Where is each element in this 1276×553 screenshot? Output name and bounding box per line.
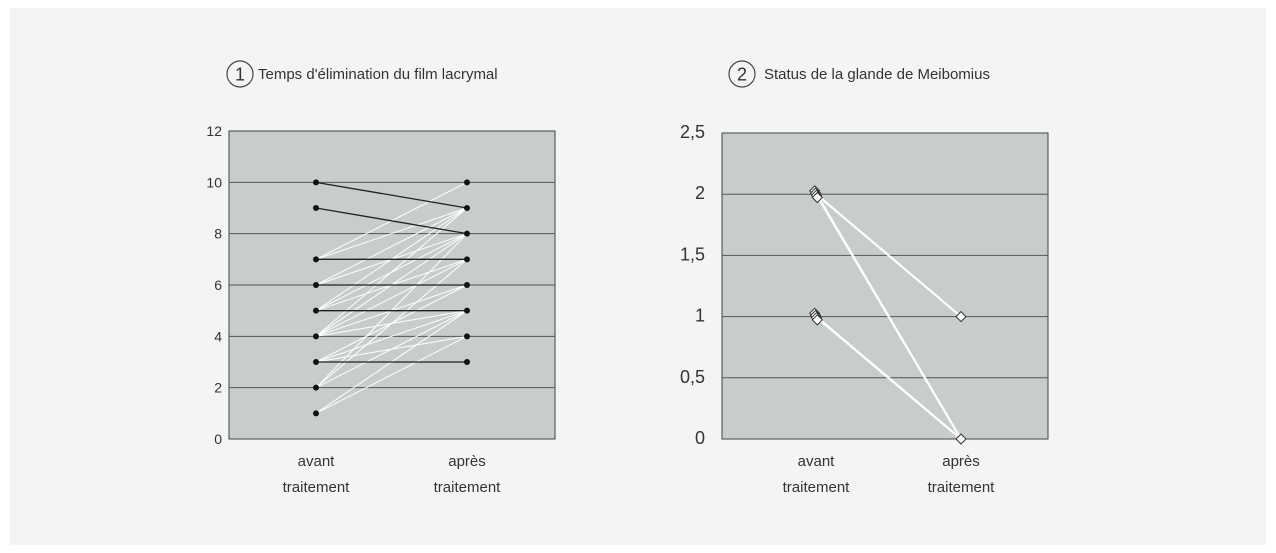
chart-1-point: [313, 282, 319, 288]
chart-1-x-label-after-line2: traitement: [434, 479, 502, 496]
chart-1-y-tick-label: 12: [206, 123, 222, 139]
chart-2-y-tick-label: 2,5: [680, 122, 705, 142]
chart-1-y-tick-labels: 0 2 4 6 8 10 12: [206, 123, 222, 447]
chart-2-x-label-after-line2: traitement: [928, 479, 996, 496]
chart-1-point: [313, 256, 319, 263]
chart-1-series-line: [315, 310, 468, 363]
chart-2-badge: 2: [737, 65, 747, 85]
chart-1-point: [313, 359, 319, 365]
chart-2-point: [955, 310, 967, 323]
chart-1-points: [313, 179, 470, 417]
chart-1-y-tick-label: 4: [214, 328, 222, 344]
chart-2-series-line: [816, 195, 962, 440]
chart-1-heading: 1 Temps d'élimination du film lacrymal: [226, 60, 498, 88]
chart-meibomian-gland: 2 Status de la glande de Meibomius 0 0,5 1…: [680, 60, 1049, 496]
chart-2-point: [811, 191, 824, 204]
chart-2-x-labels: avant traitement après traitement: [783, 453, 996, 496]
chart-2-y-tick-label: 2: [695, 183, 705, 203]
chart-1-series-line: [315, 258, 468, 389]
chart-1-point: [313, 205, 319, 211]
chart-2-series-line: [814, 192, 962, 318]
chart-2-title: Status de la glande de Meibomius: [764, 66, 990, 83]
chart-1-x-label-before-line1: avant: [298, 453, 336, 470]
chart-2-y-tick-labels: 0 0,5 1 1,5 2 2,5: [680, 122, 705, 448]
chart-2-point: [811, 314, 824, 326]
chart-2-series-line: [817, 317, 962, 440]
chart-1-point: [464, 230, 470, 237]
chart-1-y-tick-label: 8: [214, 226, 222, 242]
chart-1-x-label-before-line2: traitement: [283, 479, 351, 496]
chart-2-y-tick-label: 1,5: [680, 244, 705, 264]
chart-2-y-tick-label: 0,5: [680, 367, 705, 387]
chart-1-series-line: [315, 181, 468, 209]
chart-1-point: [313, 384, 319, 391]
chart-1-series-line: [315, 207, 468, 260]
figure-background: [10, 8, 1266, 545]
chart-2-y-tick-label: 0: [695, 428, 705, 448]
chart-1-point: [313, 333, 319, 340]
chart-1-series-line: [315, 310, 468, 389]
chart-1-series-line: [315, 207, 468, 235]
chart-1-point: [464, 256, 470, 263]
chart-1-point: [313, 307, 319, 314]
chart-2-x-label-before-line1: avant: [798, 453, 836, 470]
chart-1-badge: 1: [235, 65, 245, 85]
chart-2-points: [808, 185, 967, 445]
chart-1-point: [464, 359, 470, 365]
chart-1-y-tick-label: 0: [214, 431, 222, 447]
chart-2-gridlines: [722, 193, 1048, 379]
chart-1-y-tick-label: 6: [214, 277, 222, 293]
chart-1-point: [464, 333, 470, 340]
chart-1-x-label-after-line1: après: [448, 453, 486, 470]
chart-1-point: [464, 282, 470, 288]
chart-1-point: [464, 205, 470, 211]
chart-1-x-labels: avant traitement après traitement: [283, 453, 502, 496]
chart-1-series-line: [315, 207, 468, 286]
chart-1-y-tick-label: 2: [214, 380, 222, 396]
chart-1-point: [464, 307, 470, 314]
chart-1-y-tick-label: 10: [206, 174, 222, 190]
chart-2-series-lines: [813, 191, 962, 440]
chart-1-point: [464, 179, 470, 186]
chart-1-series-line: [315, 335, 468, 414]
chart-1-series-lines: [315, 181, 468, 414]
chart-2-x-label-before-line2: traitement: [783, 479, 851, 496]
chart-1-title: Temps d'élimination du film lacrymal: [258, 66, 498, 83]
chart-1-point: [313, 410, 319, 417]
chart-1-badge-circle: [226, 60, 254, 88]
chart-2-plot-area: [721, 132, 1049, 440]
chart-2-point: [955, 433, 967, 445]
chart-2-x-label-after-line1: après: [942, 453, 980, 470]
chart-2-y-tick-label: 1: [695, 306, 705, 326]
chart-2-heading: 2 Status de la glande de Meibomius: [728, 60, 990, 88]
chart-2-badge-circle: [728, 60, 756, 88]
chart-1-point: [313, 179, 319, 186]
chart-tear-film: 1 Temps d'élimination du film lacrymal 0…: [206, 60, 556, 496]
chart-1-series-line: [315, 258, 468, 337]
